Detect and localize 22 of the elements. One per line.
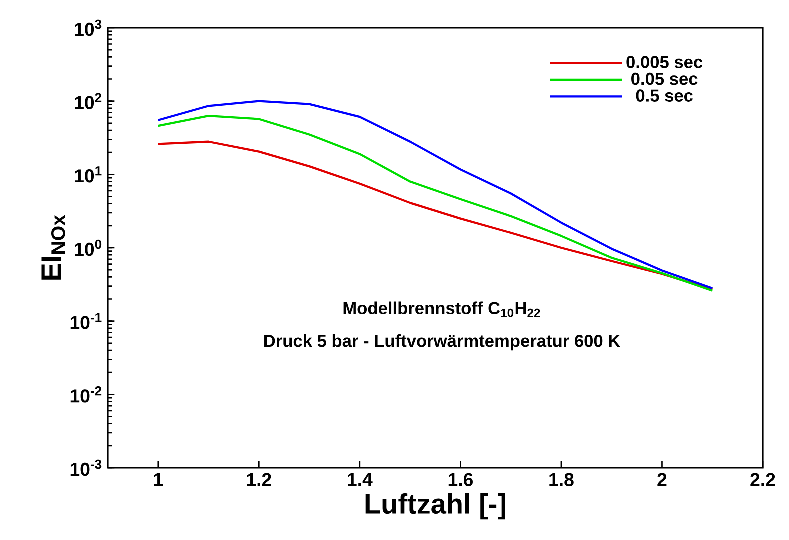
x-tick-label: 1 [154, 473, 164, 486]
y-tick-label: 10$^{0}$ [75, 240, 102, 256]
annotation: Modellbrennstoff C$_{10}$H$_{22}$ [344, 302, 540, 318]
x-tick-label: 1.4 [348, 473, 373, 486]
y-tick-label: 10$^{-3}$ [70, 460, 102, 476]
x-tick-label: 1.2 [247, 473, 272, 486]
legend-label: 0.5 sec [636, 90, 693, 102]
legend-label: 0.005 sec [626, 56, 703, 68]
line-series [157, 140, 714, 291]
x-tick-label: 1.8 [550, 473, 574, 486]
y-tick-label: 10$^{-2}$ [70, 386, 102, 403]
x-tick-label: 2.2 [750, 473, 776, 486]
annotation: Druck 5 bar - Luftvorwärmtemperatur 600 K [264, 334, 621, 351]
y-tick-label: 10$^{3}$ [75, 20, 102, 36]
y-axis-title: EI$_{NOx}$ [42, 215, 66, 280]
y-tick-label: 10$^{1}$ [75, 166, 102, 183]
x-tick-label: 1.6 [448, 473, 473, 486]
legend-label: 0.05 sec [632, 72, 698, 86]
y-tick-label: 10$^{2}$ [75, 93, 102, 110]
x-axis-title: Luftzahl [-] [366, 493, 506, 520]
y-tick-label: 10$^{-1}$ [70, 313, 102, 330]
x-tick-label: 2 [658, 473, 667, 486]
